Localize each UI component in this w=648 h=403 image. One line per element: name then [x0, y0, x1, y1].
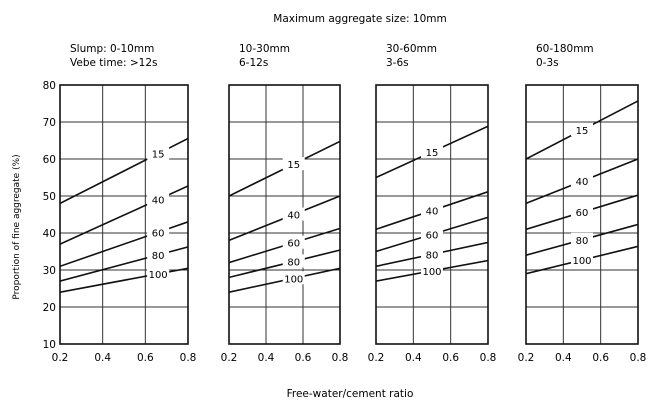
- curve-label-60: 60: [576, 208, 589, 219]
- panel-header-line: 10-30mm: [239, 43, 290, 55]
- x-tick-label: 0.8: [480, 352, 497, 364]
- panel-frame: [59, 84, 189, 345]
- label-mask: [282, 157, 305, 171]
- panel-frame: [375, 84, 489, 345]
- label-mask: [282, 207, 305, 221]
- y-axis-label: Proportion of fine aggregate (%): [12, 154, 22, 299]
- x-tick-label: 0.2: [52, 352, 69, 364]
- panel-header-line: Slump: 0-10mm: [70, 43, 154, 55]
- x-tick-label: 0.6: [442, 352, 459, 364]
- panels-group: 15 40 60 80 100 Slump: 0-10mm Vebe time: >12s 0…: [43, 43, 647, 364]
- y-tick-label: 30: [43, 265, 56, 277]
- series-line-80: [60, 246, 188, 282]
- panel-3: 15 40 60 80 100 30-60mm 3-6s 0.2 0.4 0.6 0.8: [368, 43, 497, 364]
- series-line-15: [60, 137, 188, 205]
- curve-label-40: 40: [426, 207, 439, 218]
- curve-label-60: 60: [426, 230, 439, 241]
- panel-2: 15 40 60 80 100 10-30mm 6-12s 0.2 0.4 0.6 0.8: [221, 43, 349, 364]
- x-tick-label: 0.4: [94, 352, 111, 364]
- label-mask: [571, 253, 593, 267]
- chart-title: Maximum aggregate size: 10mm: [273, 13, 446, 25]
- curve-label-40: 40: [576, 177, 589, 188]
- x-tick-label: 0.4: [555, 352, 572, 364]
- series-line-40: [60, 185, 188, 245]
- curve-label-60: 60: [287, 239, 300, 250]
- x-tick-label: 0.6: [295, 352, 312, 364]
- panel-4: 15 40 60 80 100 60-180mm 0-3s 0.2 0.4 0.6 0.8: [518, 43, 647, 364]
- curve-label-100: 100: [572, 256, 591, 267]
- curve-label-100: 100: [284, 274, 303, 285]
- x-tick-label: 0.4: [258, 352, 275, 364]
- label-mask: [421, 247, 443, 261]
- label-mask: [421, 144, 443, 158]
- curve-label-80: 80: [576, 236, 589, 247]
- label-mask: [571, 174, 593, 188]
- curve-label-100: 100: [149, 270, 168, 281]
- x-tick-label: 0.2: [518, 352, 535, 364]
- curve-label-15: 15: [287, 160, 300, 171]
- y-tick-label: 60: [43, 154, 56, 166]
- curve-label-100: 100: [422, 267, 441, 278]
- label-mask: [282, 271, 305, 285]
- panel-header-line: 0-3s: [536, 57, 559, 69]
- panel-1: 15 40 60 80 100 Slump: 0-10mm Vebe time: >12s 0…: [52, 43, 197, 364]
- x-tick-label: 0.8: [630, 352, 647, 364]
- label-mask: [147, 225, 170, 239]
- curve-label-15: 15: [152, 150, 165, 161]
- x-tick-label: 0.8: [332, 352, 349, 364]
- label-mask: [282, 235, 305, 249]
- y-tick-label: 50: [43, 191, 56, 203]
- curve-label-40: 40: [287, 211, 300, 222]
- curve-label-80: 80: [426, 250, 439, 261]
- label-mask: [571, 122, 593, 136]
- series-line-60: [60, 221, 188, 268]
- panel-frame: [525, 84, 639, 345]
- x-axis-label: Free-water/cement ratio: [287, 388, 414, 400]
- series-line-100: [60, 267, 188, 293]
- panel-header-line: 60-180mm: [536, 43, 594, 55]
- y-tick-label: 80: [43, 80, 56, 92]
- x-tick-label: 0.4: [405, 352, 422, 364]
- curves-group: [60, 137, 188, 293]
- label-mask: [147, 192, 170, 206]
- curve-label-80: 80: [152, 251, 165, 262]
- panel-header-line: 3-6s: [386, 57, 409, 69]
- curve-label-15: 15: [426, 148, 439, 159]
- label-mask: [571, 205, 593, 219]
- y-tick-label: 10: [43, 339, 56, 351]
- y-tick-label: 70: [43, 117, 56, 129]
- x-tick-label: 0.6: [137, 352, 154, 364]
- curve-label-15: 15: [576, 126, 589, 137]
- label-mask: [147, 247, 170, 261]
- curve-label-80: 80: [287, 257, 300, 268]
- curve-label-60: 60: [152, 228, 165, 239]
- x-tick-label: 0.8: [180, 352, 197, 364]
- y-tick-label: 20: [43, 302, 56, 314]
- label-mask: [421, 263, 443, 277]
- panel-header-line: 30-60mm: [386, 43, 437, 55]
- y-tick-label: 40: [43, 228, 56, 240]
- panel-frame: [228, 84, 341, 345]
- curve-label-40: 40: [152, 196, 165, 207]
- x-tick-label: 0.2: [368, 352, 385, 364]
- x-tick-label: 0.6: [592, 352, 609, 364]
- panel-header-line: Vebe time: >12s: [70, 57, 158, 69]
- label-mask: [282, 254, 305, 268]
- label-mask: [147, 266, 170, 280]
- label-mask: [147, 146, 170, 160]
- x-tick-label: 0.2: [221, 352, 238, 364]
- label-mask: [421, 227, 443, 241]
- label-mask: [571, 232, 593, 246]
- panel-header-line: 6-12s: [239, 57, 268, 69]
- label-mask: [421, 203, 443, 217]
